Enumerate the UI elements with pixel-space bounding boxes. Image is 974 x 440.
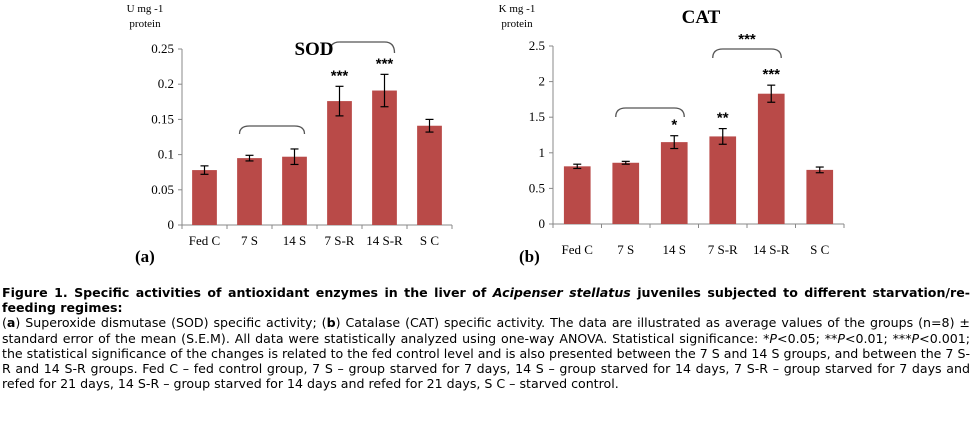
cat-category-label: 7 S-R [708, 242, 738, 257]
cat-category-label: 14 S-R [753, 242, 790, 257]
sod-bar [237, 158, 262, 225]
caption-p3-rest: <0.001; the statistical significance of … [2, 330, 970, 392]
caption-title: Figure 1. Specific activities of antioxi… [2, 285, 970, 315]
sod-bar [192, 170, 217, 225]
caption-b-label: b [326, 315, 336, 331]
caption-b-text: ) Catalase (CAT) specific activity. The … [2, 315, 970, 346]
caption-body: (a) Superoxide dismutase (SOD) specific … [2, 315, 970, 392]
caption-a-label: a [6, 315, 16, 331]
cat-category-label: 14 S [663, 242, 686, 257]
sod-chart-title: SOD [294, 39, 333, 60]
cat-significance-mark: ** [717, 110, 729, 127]
cat-category-label: Fed C [562, 242, 593, 257]
sod-y-tick-label: 0.05 [151, 182, 174, 197]
caption-title-part2: juveniles subjected to different starvat… [2, 285, 971, 316]
cat-bar [709, 136, 737, 224]
cat-y-tick-label: 1.5 [529, 109, 545, 124]
caption-p2-rest: <0.01; *** [844, 330, 912, 346]
cat-comparison-bracket [712, 48, 782, 59]
cat-y-unit-label: K mg -1 [499, 3, 536, 15]
caption-p3: P [911, 330, 920, 346]
sod-bar [372, 90, 397, 225]
cat-bar [757, 93, 785, 224]
cat-bar [612, 162, 640, 224]
caption-p1: P [769, 330, 778, 346]
sod-panel-label: (a) [135, 247, 155, 266]
cat-panel-label: (b) [519, 247, 540, 266]
sod-y-unit-label-line2: protein [129, 18, 161, 30]
sod-category-label: Fed C [189, 233, 220, 248]
cat-y-tick-label: 2.5 [529, 38, 545, 53]
cat-comparison-bracket [615, 107, 685, 118]
species-name: Acipenser stellatus [492, 285, 631, 300]
sod-significance-mark: *** [331, 67, 349, 84]
cat-significance-mark: *** [762, 66, 780, 83]
cat-bar [563, 166, 591, 224]
cat-bar [660, 142, 688, 224]
cat-category-label: S C [810, 242, 829, 257]
figure-caption: Figure 1. Specific activities of antioxi… [2, 285, 970, 391]
cat-chart: 0 0.5 1 1.5 2 2.5 Fed C 7 S * 14 S ** 7 S-R *** 14 S-… [499, 3, 845, 266]
sod-y-unit-label: U mg -1 [127, 3, 164, 15]
cat-bracket-significance: *** [738, 31, 756, 48]
sod-y-tick-label: 0.2 [158, 76, 174, 91]
sod-y-tick-label: 0.1 [158, 147, 174, 162]
cat-significance-mark: * [671, 117, 677, 134]
cat-y-unit-label-line2: protein [501, 18, 533, 30]
sod-category-label: S C [420, 233, 439, 248]
caption-a-text: Superoxide dismutase (SOD) specific acti… [20, 315, 327, 331]
sod-category-label: 14 S [283, 233, 306, 248]
sod-category-label: 7 S-R [325, 233, 355, 248]
sod-comparison-bracket [328, 41, 396, 54]
sod-y-tick-label: 0.25 [151, 41, 174, 56]
figure-label: Figure 1. [2, 285, 68, 300]
sod-y-tick-label: 0.15 [151, 111, 174, 126]
sod-y-tick-label: 0 [168, 217, 175, 232]
caption-title-part1: Specific activities of antioxidant enzym… [67, 285, 493, 300]
cat-category-label: 7 S [617, 242, 634, 257]
sod-category-label: 7 S [241, 233, 258, 248]
cat-y-tick-label: 1 [539, 145, 546, 160]
cat-y-tick-label: 0 [539, 216, 546, 231]
cat-bar [806, 169, 834, 224]
sod-chart: 0 0.05 0.1 0.15 0.2 0.25 Fed C 7 S 14 S *** 7 S-R *… [127, 3, 453, 266]
caption-p1-rest: <0.05; ** [777, 330, 838, 346]
sod-category-label: 14 S-R [366, 233, 403, 248]
sod-bar [282, 156, 307, 225]
sod-comparison-bracket [238, 125, 306, 135]
sod-significance-mark: *** [376, 55, 394, 72]
cat-y-tick-label: 2 [539, 74, 546, 89]
cat-y-tick-label: 0.5 [529, 180, 545, 195]
caption-p2: P [837, 330, 845, 346]
sod-bar [417, 125, 442, 225]
cat-chart-title: CAT [682, 7, 721, 28]
sod-bar [327, 101, 352, 225]
